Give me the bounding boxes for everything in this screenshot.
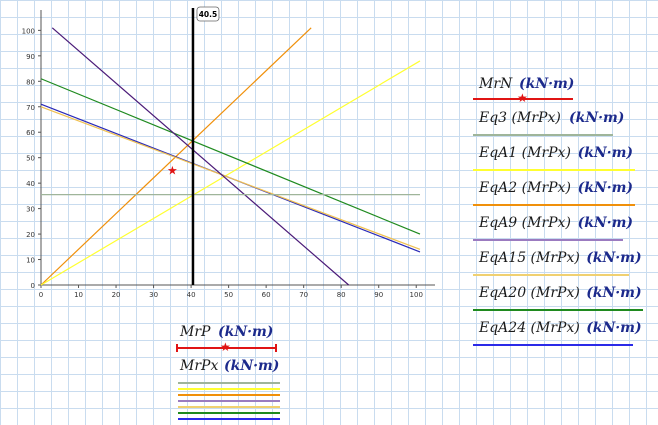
- x-tick-label: 60: [262, 291, 271, 299]
- series-line-6: [51, 27, 350, 286]
- right-legend-item-line: [473, 204, 635, 206]
- series-layer: [40, 27, 421, 286]
- right-legend-item-line: [473, 309, 643, 311]
- bottom-legend-sub-unit: (kN·m): [224, 358, 280, 374]
- right-legend-item: EqA9 (MrPx) (kN·m): [473, 213, 653, 247]
- right-legend-item-label: EqA2 (MrPx): [479, 180, 571, 196]
- right-legend-item: Eq3 (MrPx) (kN·m): [473, 108, 653, 142]
- x-tick-label: 10: [74, 291, 83, 299]
- bottom-legend-header-label: MrP: [180, 324, 211, 340]
- right-legend-item-label: EqA15 (MrPx): [479, 250, 580, 266]
- x-tick-label: 0: [39, 291, 43, 299]
- bottom-legend-star-icon: ★: [220, 340, 231, 354]
- y-tick-label: 80: [26, 78, 35, 86]
- right-legend-item-label: EqA20 (MrPx): [479, 285, 580, 301]
- y-tick-label: 30: [26, 206, 35, 214]
- vertical-marker-label: 40.5: [199, 10, 218, 19]
- right-legend-item: EqA2 (MrPx) (kN·m): [473, 178, 653, 212]
- bottom-legend-line: [178, 394, 280, 396]
- right-legend-item-line: [473, 274, 629, 276]
- bottom-legend-header-unit: (kN·m): [218, 324, 274, 340]
- y-tick-label: 70: [26, 104, 35, 112]
- right-legend-item-line: [473, 344, 633, 346]
- right-legend-item-line: [473, 169, 635, 171]
- x-tick-label: 30: [149, 291, 158, 299]
- right-legend-item: EqA20 (MrPx) (kN·m): [473, 283, 653, 317]
- right-legend-item-unit: (kN·m): [577, 145, 634, 161]
- x-tick-label: 40: [187, 291, 196, 299]
- series-line-3: [40, 78, 421, 235]
- right-legend-item-label: EqA24 (MrPx): [479, 320, 580, 336]
- right-legend-item: EqA1 (MrPx) (kN·m): [473, 143, 653, 177]
- bottom-legend: MrP (kN·m) ★ MrPx (kN·m): [176, 320, 286, 420]
- y-tick-label: 50: [26, 155, 35, 163]
- x-tick-label: 70: [299, 291, 308, 299]
- right-legend-item-line: [473, 134, 613, 136]
- bottom-legend-marker-line: [176, 347, 276, 349]
- bottom-legend-line: [178, 400, 280, 402]
- bottom-legend-line: [178, 418, 280, 420]
- right-legend-item-unit: (kN·m): [586, 285, 642, 301]
- right-legend-header: MrN (kN·m) ★: [473, 74, 653, 108]
- right-legend-item: EqA15 (MrPx) (kN·m): [473, 248, 653, 282]
- right-legend: MrN (kN·m) ★ Eq3 (MrPx) (kN·m) EqA1 (MrPx) (kN…: [473, 74, 653, 354]
- bottom-legend-line: [178, 388, 280, 390]
- bottom-legend-marker-cap-right: [275, 344, 277, 352]
- right-legend-item-label: Eq3 (MrPx): [479, 110, 561, 126]
- right-legend-item-label: EqA1 (MrPx): [479, 145, 571, 161]
- right-legend-item-unit: (kN·m): [569, 110, 625, 126]
- right-legend-item: EqA24 (MrPx) (kN·m): [473, 318, 653, 352]
- right-legend-item-unit: (kN·m): [519, 76, 575, 92]
- star-marker: ★: [167, 163, 178, 177]
- right-legend-item-label: EqA9 (MrPx): [479, 215, 571, 231]
- right-legend-item-unit: (kN·m): [577, 180, 634, 196]
- x-tick-label: 80: [337, 291, 346, 299]
- bottom-legend-sub-label: MrPx: [180, 358, 219, 374]
- y-tick-label: 0: [31, 282, 35, 290]
- bottom-legend-line: [178, 412, 280, 414]
- axes: 0 10 20 30 40 50 60 70 80 90 100 0 10 20 30 40 50 60 70 80 9…: [22, 10, 435, 299]
- right-legend-marker-line: [473, 98, 573, 100]
- x-tick-label: 20: [112, 291, 121, 299]
- y-tick-label: 90: [26, 53, 35, 61]
- bottom-legend-line: [178, 382, 280, 384]
- x-tick-label: 100: [410, 291, 423, 299]
- plot-area: 0 10 20 30 40 50 60 70 80 90 100 0 10 20 30 40 50 60 70 80 9…: [22, 6, 435, 299]
- marker-layer: 40.5 ★: [167, 6, 220, 285]
- vertical-marker-box: [196, 6, 220, 22]
- right-legend-item-unit: (kN·m): [577, 215, 634, 231]
- right-legend-item-unit: (kN·m): [586, 250, 642, 266]
- series-line-2: [40, 60, 421, 286]
- right-legend-item-line: [473, 239, 623, 241]
- y-tick-label: 40: [26, 180, 35, 188]
- right-legend-item-label: MrN: [479, 76, 513, 92]
- y-tick-label: 100: [22, 27, 35, 35]
- bottom-legend-line: [178, 406, 280, 408]
- right-legend-star-icon: ★: [517, 91, 528, 105]
- series-line-5: [40, 106, 421, 250]
- x-tick-label: 90: [374, 291, 383, 299]
- y-tick-label: 10: [26, 257, 35, 265]
- y-tick-label: 60: [26, 129, 35, 137]
- bottom-legend-marker-cap-left: [176, 344, 178, 352]
- x-tick-label: 50: [224, 291, 233, 299]
- right-legend-item-unit: (kN·m): [586, 320, 642, 336]
- y-tick-label: 20: [26, 231, 35, 239]
